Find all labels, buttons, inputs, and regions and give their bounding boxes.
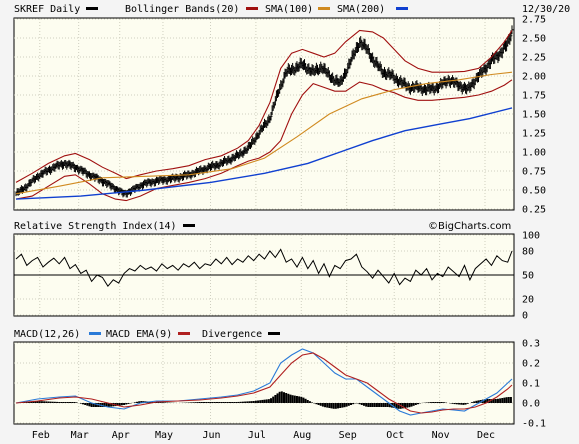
price-bars xyxy=(15,25,514,198)
y-tick-label: 0 xyxy=(522,311,528,322)
chart-date: 12/30/20 xyxy=(522,4,570,15)
x-tick-label: May xyxy=(155,430,173,441)
rsi-lines xyxy=(14,248,514,288)
macd-lines xyxy=(15,348,513,416)
legend-sma200-label: SMA(200) xyxy=(337,4,385,15)
y-tick-label: 1.75 xyxy=(522,91,546,102)
macd-title: MACD(12,26) xyxy=(14,329,80,340)
x-tick-label: Jul xyxy=(248,430,266,441)
y-tick-label: 2.25 xyxy=(522,53,546,64)
brand-watermark: ©BigCharts.com xyxy=(428,221,511,232)
legend-bollinger-swatch xyxy=(246,7,258,10)
legend-price-label: SKREF Daily xyxy=(14,4,80,15)
y-tick-label: 50 xyxy=(522,271,534,282)
x-tick-label: Sep xyxy=(339,430,357,441)
price-lines xyxy=(15,29,513,202)
macd-ema-swatch xyxy=(178,332,190,335)
macd-divergence-label: Divergence xyxy=(202,329,262,340)
y-tick-label: -0.1 xyxy=(522,419,546,430)
macd-line xyxy=(15,348,513,416)
y-tick-label: 0.3 xyxy=(522,339,540,350)
legend-price-swatch xyxy=(86,7,98,10)
y-tick-label: 1.50 xyxy=(522,110,546,121)
y-tick-label: 2.50 xyxy=(522,34,546,45)
legend-sma100-label: SMA(100) xyxy=(265,4,313,15)
y-tick-label: 0.0 xyxy=(522,399,540,410)
x-tick-label: Aug xyxy=(293,430,311,441)
x-tick-label: Oct xyxy=(386,430,404,441)
y-tick-label: 2.75 xyxy=(522,15,546,26)
y-tick-label: 1.25 xyxy=(522,129,546,140)
price-y-axis: 2.75 2.50 2.25 2.00 1.75 1.50 1.25 1.00 0.75 0.50… xyxy=(522,15,546,216)
y-tick-label: 1.00 xyxy=(522,148,546,159)
y-tick-label: 0.25 xyxy=(522,205,546,216)
legend: SKREF Daily Bollinger Bands(20) SMA(100)… xyxy=(14,4,570,15)
y-tick-label: 80 xyxy=(522,247,534,258)
legend-bollinger-label: Bollinger Bands(20) xyxy=(125,4,239,15)
rsi-line xyxy=(15,248,513,288)
bollinger-upper-line xyxy=(15,29,513,183)
macd-panel: MACD(12,26) MACD EMA(9) Divergence 0.30.… xyxy=(13,329,546,430)
y-tick-label: 0.2 xyxy=(522,359,540,370)
y-tick-label: 100 xyxy=(522,231,540,242)
rsi-y-axis: 100 80 50 20 0 xyxy=(522,231,540,322)
legend-sma200-swatch xyxy=(396,7,408,10)
x-tick-label: Apr xyxy=(112,430,130,441)
bollinger-lower-line xyxy=(15,79,513,202)
y-tick-label: 20 xyxy=(522,295,534,306)
x-axis: Feb Mar Apr May Jun Jul Aug Sep Oct Nov Dec xyxy=(32,430,495,441)
y-tick-label: 0.75 xyxy=(522,167,546,178)
macd-legend-swatch xyxy=(89,332,101,335)
x-tick-label: Mar xyxy=(71,430,89,441)
rsi-title: Relative Strength Index(14) xyxy=(14,221,177,232)
y-tick-label: 0.1 xyxy=(522,379,540,390)
sma100-line xyxy=(15,71,513,195)
legend-sma100-swatch xyxy=(318,7,330,10)
rsi-legend-swatch xyxy=(183,224,195,227)
macd-divergence-swatch xyxy=(268,332,280,335)
x-tick-label: Nov xyxy=(432,430,450,441)
price-panel: 2.75 2.50 2.25 2.00 1.75 1.50 1.25 1.00 0.75 0.50… xyxy=(13,15,546,216)
y-tick-label: 0.50 xyxy=(522,186,546,197)
y-tick-label: 2.00 xyxy=(522,72,546,83)
x-tick-label: Jun xyxy=(203,430,221,441)
macd-ema-label: MACD EMA(9) xyxy=(106,329,172,340)
sma200-line xyxy=(15,107,513,200)
macd-y-axis: 0.3 0.2 0.1 0.0 -0.1 xyxy=(522,339,546,430)
x-tick-label: Feb xyxy=(32,430,50,441)
x-tick-label: Dec xyxy=(477,430,495,441)
macd-ema-line xyxy=(15,352,513,414)
rsi-panel: Relative Strength Index(14) ©BigCharts.c… xyxy=(13,221,540,322)
